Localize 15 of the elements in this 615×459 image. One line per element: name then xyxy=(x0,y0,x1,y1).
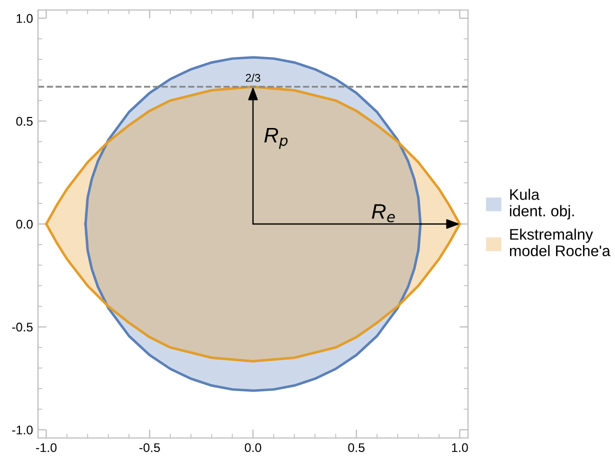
x-tick-label: -1.0 xyxy=(36,443,57,452)
y-tick-label: -1.0 xyxy=(12,426,33,434)
annotation: 2/3 xyxy=(246,74,260,82)
y-tick-label: 0.0 xyxy=(16,220,33,229)
x-tick-label: 0.0 xyxy=(244,443,262,452)
legend-label: Ekstremalny model Roche'a xyxy=(510,228,610,256)
annotation: R$_{p}$ xyxy=(264,128,288,149)
x-tick-label: 0.5 xyxy=(348,443,365,452)
y-tick-label: 1.0 xyxy=(16,14,33,23)
annotation: R$_{e}$ xyxy=(372,204,395,222)
y-tick-label: -0.5 xyxy=(12,322,33,332)
x-tick-label: -0.5 xyxy=(139,443,160,452)
y-tick-label: 0.5 xyxy=(16,116,33,126)
legend-label: Kula ident. obj. xyxy=(510,188,574,220)
x-tick-label: 1.0 xyxy=(452,443,468,452)
